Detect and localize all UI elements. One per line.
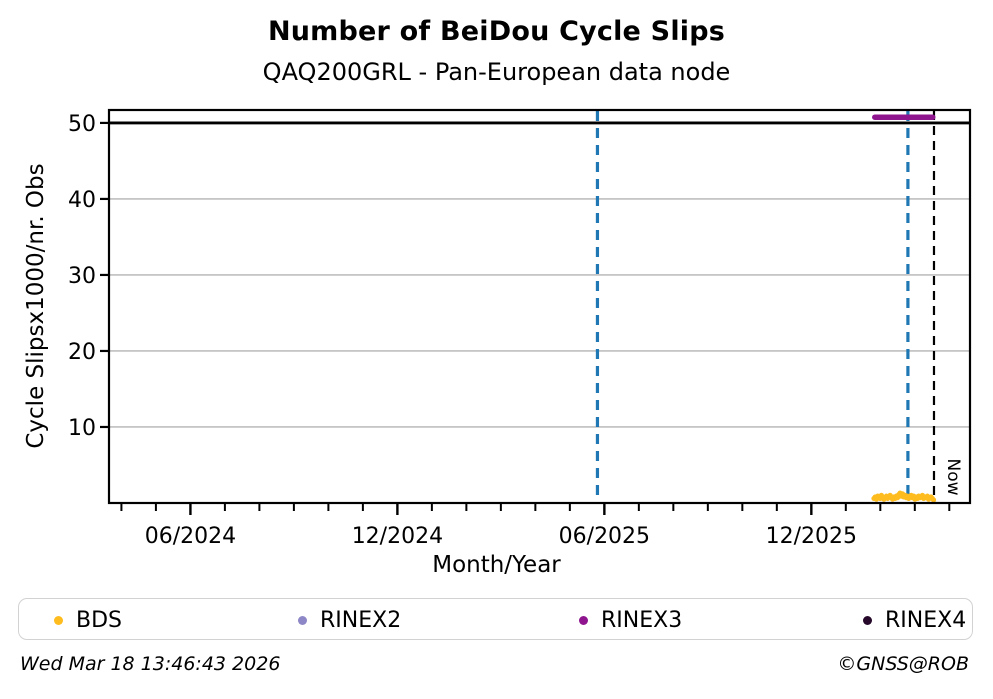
x-tick-label: 12/2024 [352, 524, 443, 549]
rinex3-dot-icon [579, 615, 588, 625]
chart-title: Number of BeiDou Cycle Slips [267, 16, 726, 47]
y-tick-label: 10 [68, 416, 96, 441]
x-tick-label: 06/2025 [559, 524, 650, 549]
y-tick-label: 30 [68, 264, 96, 289]
legend-label-rinex3: RINEX3 [601, 607, 683, 633]
y-tick-label: 40 [68, 188, 96, 213]
legend: BDS RINEX2 RINEX3 RINEX4 [18, 598, 973, 640]
rinex4-dot-icon [863, 615, 872, 625]
rinex2-dot-icon [298, 615, 307, 625]
legend-item-rinex2: RINEX2 [298, 599, 401, 641]
plot-timestamp: Wed Mar 18 13:46:43 2026 [20, 653, 281, 675]
x-axis-label: Month/Year [432, 552, 561, 578]
chart-subtitle: QAQ200GRL - Pan-European data node [262, 58, 731, 86]
y-tick-label: 50 [68, 112, 96, 137]
legend-label-rinex4: RINEX4 [885, 607, 967, 633]
bds-point [930, 497, 937, 503]
legend-item-rinex4: RINEX4 [863, 599, 966, 641]
now-label: Now [942, 458, 963, 496]
x-tick-label: 12/2025 [766, 524, 857, 549]
y-tick-label: 20 [68, 340, 96, 365]
legend-label-rinex2: RINEX2 [320, 607, 402, 633]
legend-item-rinex3: RINEX3 [579, 599, 682, 641]
credit-text: ©GNSS@ROB [837, 653, 969, 675]
legend-item-bds: BDS [54, 599, 122, 641]
plot-frame [107, 108, 972, 505]
legend-label-bds: BDS [76, 607, 122, 633]
plot-area: 10 20 30 40 50 06/2024 12/2024 06/2025 12/2025 [68, 108, 972, 549]
y-axis-label: Cycle Slipsx1000/nr. Obs [23, 163, 49, 449]
bds-dot-icon [54, 615, 63, 625]
x-tick-label: 06/2024 [145, 524, 236, 549]
